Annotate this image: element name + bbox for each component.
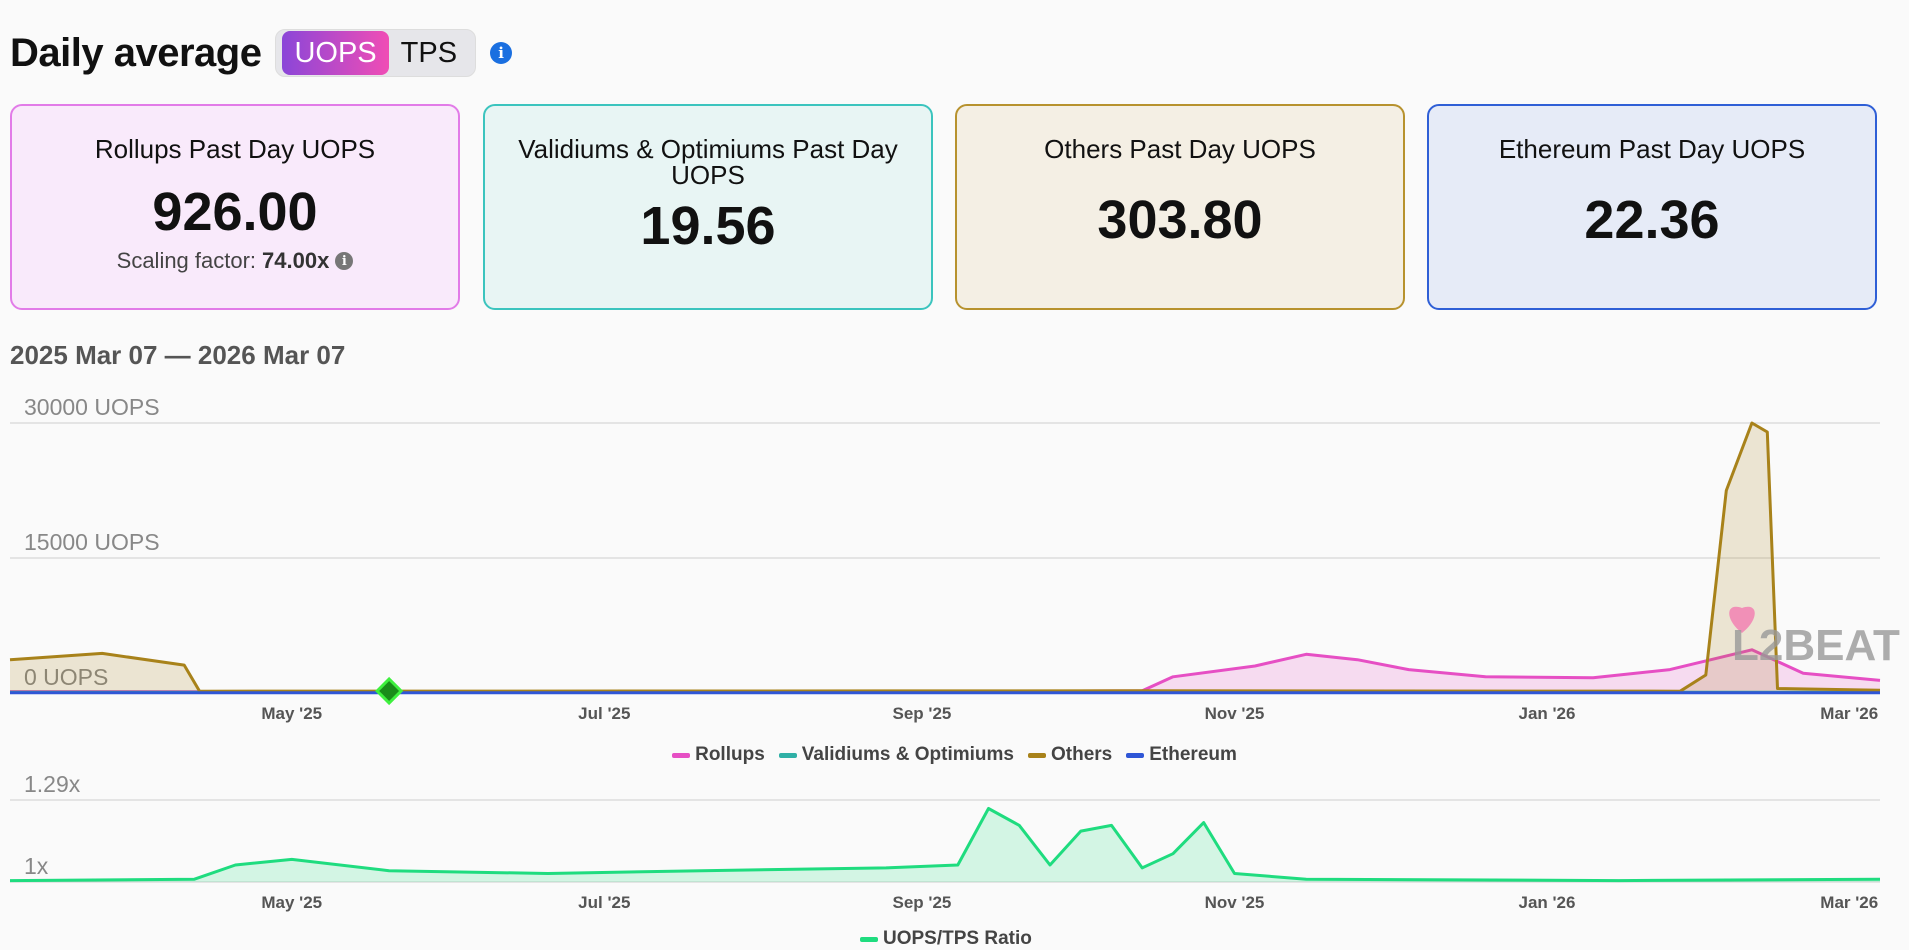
series-area-0 (10, 809, 1880, 883)
card-value: 19.56 (485, 198, 931, 254)
ratio-chart[interactable]: 1.29x 1x May '25 Jul '25 Sep '25 Nov '25 Jan '… (0, 770, 1909, 920)
x-tick-label: Mar '26 (1820, 893, 1878, 912)
y-tick-label: 15000 UOPS (24, 529, 160, 555)
card-value: 303.80 (957, 192, 1403, 248)
ethereum-card: Ethereum Past Day UOPS 22.36 (1427, 104, 1877, 310)
legend-swatch (1028, 753, 1046, 758)
watermark-logo: L2BEAT (1732, 621, 1900, 670)
scaling-factor: Scaling factor: 74.00x i (12, 248, 458, 274)
x-tick-label: May '25 (261, 704, 322, 723)
validiums-card: Validiums & Optimiums Past Day UOPS 19.5… (483, 104, 933, 310)
legend-others[interactable]: Others (1028, 744, 1112, 766)
others-card: Others Past Day UOPS 303.80 (955, 104, 1405, 310)
ratio-legend[interactable]: UOPS/TPS Ratio (860, 928, 1032, 950)
x-tick-label: Jul '25 (578, 704, 630, 723)
series-area-0 (10, 650, 1880, 693)
info-icon[interactable]: i (335, 252, 353, 270)
hover-marker (377, 679, 401, 703)
x-tick-label: May '25 (261, 893, 322, 912)
header: Daily average UOPS TPS i (10, 22, 512, 84)
toggle-uops[interactable]: UOPS (282, 31, 388, 75)
x-tick-label: Mar '26 (1820, 704, 1878, 723)
series-line-2 (10, 423, 1880, 691)
card-title: Ethereum Past Day UOPS (1429, 136, 1875, 162)
info-icon[interactable]: i (490, 42, 512, 64)
legend-swatch (1126, 753, 1144, 758)
legend-label: Rollups (695, 744, 765, 766)
date-range: 2025 Mar 07 — 2026 Mar 07 (10, 340, 345, 371)
legend-validiums[interactable]: Validiums & Optimiums (779, 744, 1014, 766)
legend-ethereum[interactable]: Ethereum (1126, 744, 1237, 766)
x-tick-label: Jan '26 (1519, 893, 1576, 912)
x-tick-label: Nov '25 (1205, 893, 1265, 912)
card-value: 926.00 (12, 184, 458, 240)
legend-label: Ethereum (1149, 744, 1237, 766)
x-tick-label: Jan '26 (1519, 704, 1576, 723)
x-tick-label: Sep '25 (893, 704, 952, 723)
legend-swatch (860, 937, 878, 942)
legend-swatch (672, 753, 690, 758)
card-title: Others Past Day UOPS (957, 136, 1403, 162)
card-title: Rollups Past Day UOPS (12, 136, 458, 162)
legend-label: Validiums & Optimiums (802, 744, 1014, 766)
metric-toggle: UOPS TPS (275, 29, 476, 77)
x-tick-label: Sep '25 (893, 893, 952, 912)
toggle-tps[interactable]: TPS (389, 31, 469, 75)
y-tick-label: 1.29x (24, 771, 81, 797)
card-title: Validiums & Optimiums Past Day UOPS (485, 136, 931, 188)
scaling-label: Scaling factor: (117, 248, 256, 274)
x-tick-label: Jul '25 (578, 893, 630, 912)
legend-label: UOPS/TPS Ratio (883, 928, 1032, 950)
y-tick-label: 1x (24, 853, 49, 879)
page-title: Daily average (10, 31, 261, 76)
rollups-card: Rollups Past Day UOPS 926.00 Scaling fac… (10, 104, 460, 310)
y-tick-label: 30000 UOPS (24, 394, 160, 420)
scaling-value: 74.00x (262, 248, 329, 274)
legend-label: Others (1051, 744, 1112, 766)
x-tick-label: Nov '25 (1205, 704, 1265, 723)
legend-rollups[interactable]: Rollups (672, 744, 765, 766)
legend-swatch (779, 753, 797, 758)
card-value: 22.36 (1429, 192, 1875, 248)
chart-legend: Rollups Validiums & Optimiums Others Eth… (0, 744, 1909, 766)
